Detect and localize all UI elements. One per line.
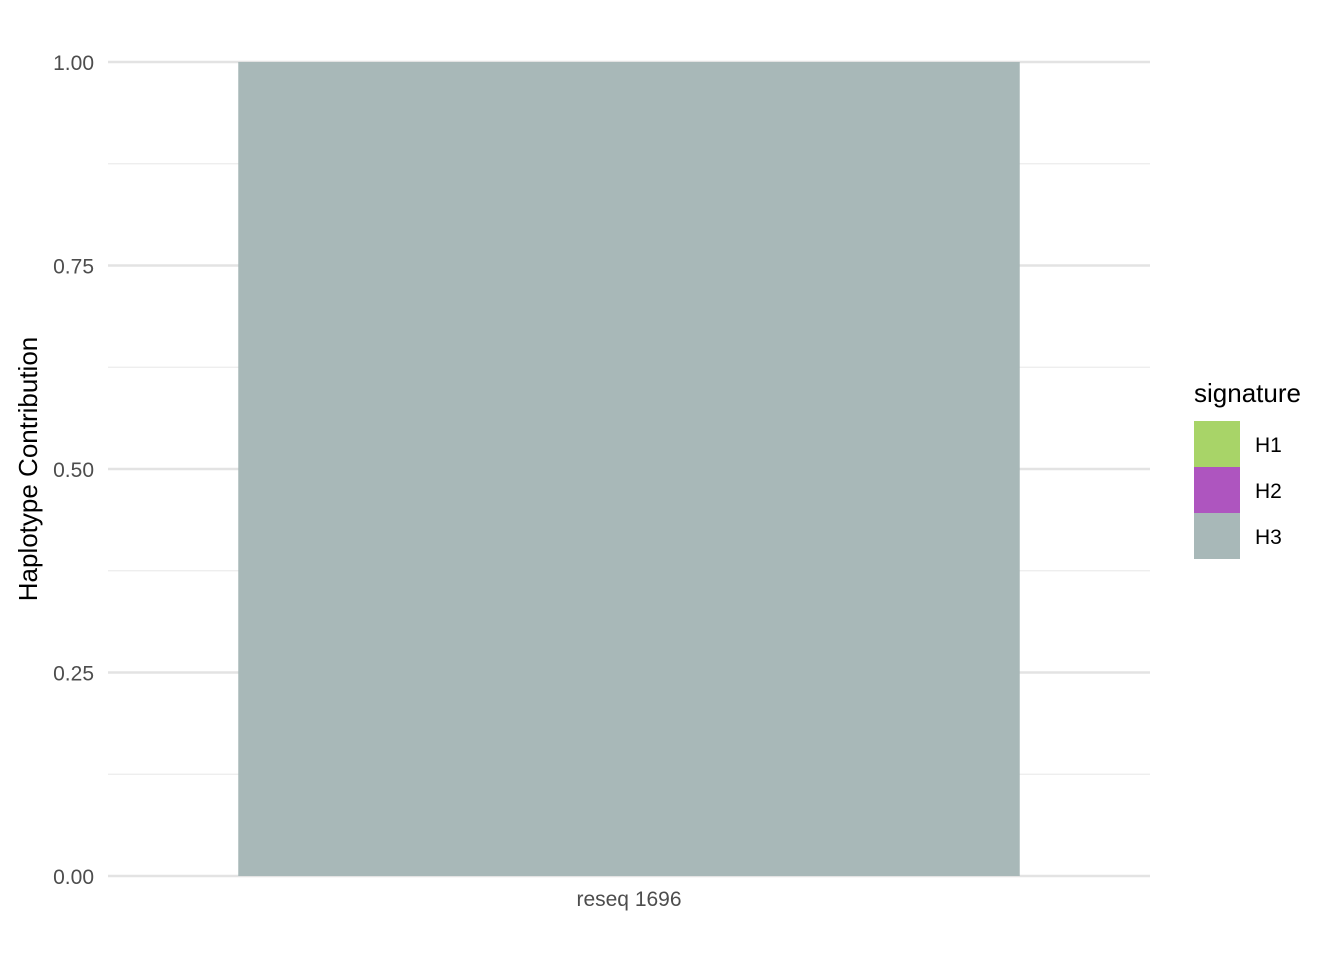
y-axis-label: Haplotype Contribution — [13, 337, 43, 602]
legend: signature H1 H2 H3 — [1194, 378, 1301, 559]
y-tick-label: 0.00 — [53, 866, 94, 889]
legend-label: H2 — [1255, 480, 1282, 503]
legend-title: signature — [1194, 378, 1301, 408]
legend-label: H1 — [1255, 434, 1282, 457]
legend-key-H1 — [1194, 421, 1240, 467]
legend-key-H2 — [1194, 467, 1240, 513]
legend-label: H3 — [1255, 526, 1282, 549]
bar-segment-H3 — [238, 62, 1020, 876]
bar-layer — [238, 62, 1020, 876]
y-tick-label: 1.00 — [53, 52, 94, 75]
axis-layer: 0.00 0.25 0.50 0.75 1.00 reseq 1696 — [53, 52, 681, 911]
legend-key-H3 — [1194, 513, 1240, 559]
y-tick-label: 0.25 — [53, 663, 94, 686]
x-tick-label: reseq 1696 — [576, 888, 681, 911]
y-tick-label: 0.75 — [53, 256, 94, 279]
y-tick-label: 0.50 — [53, 459, 94, 482]
